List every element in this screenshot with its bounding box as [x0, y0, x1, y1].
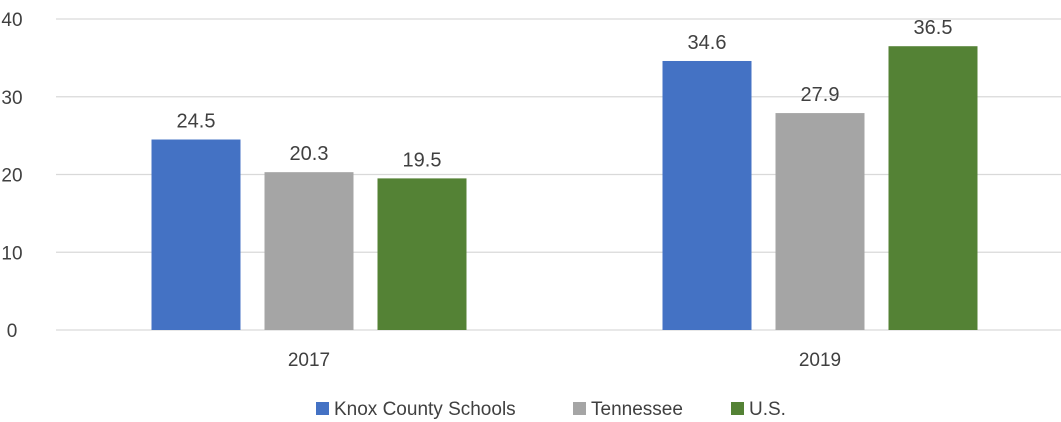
data-label: 36.5	[914, 17, 953, 39]
data-label: 34.6	[688, 32, 727, 54]
x-tick-label: 2017	[288, 350, 330, 371]
legend-swatch	[573, 402, 586, 415]
data-labels: 24.5 20.3 19.5 34.6 27.9 36.5	[177, 17, 953, 171]
y-axis-ticks: 0 10 20 30 40	[1, 10, 22, 342]
data-label: 27.9	[801, 84, 840, 106]
bar-tennessee-2017	[264, 172, 354, 330]
data-label: 19.5	[403, 149, 442, 171]
x-tick-label: 2019	[799, 350, 841, 371]
legend-swatch	[316, 402, 329, 415]
y-tick-label: 30	[1, 88, 22, 109]
legend: Knox County Schools Tennessee U.S.	[316, 399, 786, 420]
y-tick-label: 20	[1, 166, 22, 187]
bar-knox-county-schools-2017	[151, 139, 241, 330]
legend-swatch	[731, 402, 744, 415]
bar-u-s-2017	[377, 178, 467, 330]
bars	[151, 46, 978, 331]
legend-label: U.S.	[749, 399, 786, 420]
bar-tennessee-2019	[775, 113, 865, 330]
legend-label: Tennessee	[591, 399, 683, 420]
y-tick-label: 10	[1, 243, 22, 264]
y-tick-label: 0	[7, 321, 18, 342]
y-tick-label: 40	[1, 10, 22, 31]
bar-u-s-2019	[888, 46, 978, 331]
bar-knox-county-schools-2019	[662, 60, 752, 331]
data-label: 24.5	[177, 111, 216, 133]
x-axis-ticks: 2017 2019	[288, 350, 841, 371]
data-label: 20.3	[290, 143, 329, 165]
legend-label: Knox County Schools	[334, 399, 516, 420]
